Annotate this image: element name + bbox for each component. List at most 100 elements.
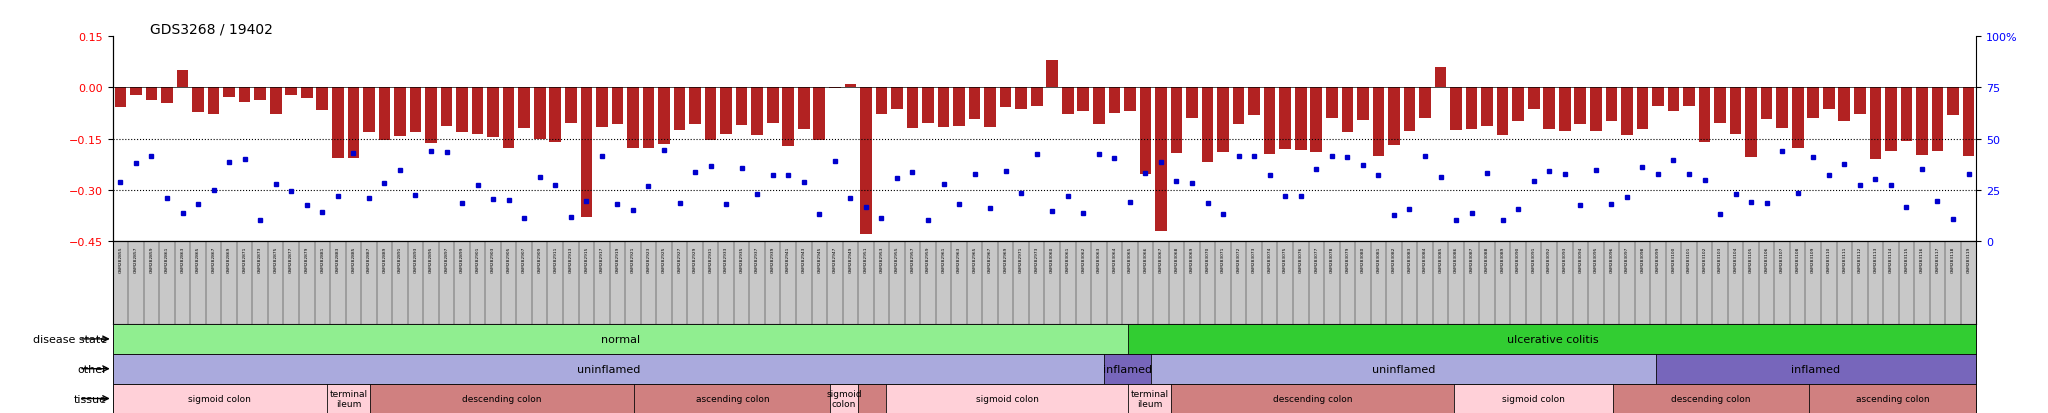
- Bar: [1823, 88, 1835, 110]
- Text: GSM282869: GSM282869: [227, 246, 231, 272]
- Bar: [348, 88, 358, 158]
- Text: GSM282949: GSM282949: [848, 246, 852, 272]
- Bar: [1792, 88, 1804, 149]
- Text: GSM283082: GSM283082: [1393, 246, 1397, 272]
- Bar: [1047, 61, 1059, 88]
- Bar: [1761, 88, 1772, 120]
- Bar: [1962, 88, 1974, 157]
- Text: GSM282891: GSM282891: [397, 246, 401, 272]
- Text: GSM282973: GSM282973: [1034, 246, 1038, 272]
- Text: GSM282935: GSM282935: [739, 246, 743, 272]
- Text: GSM283114: GSM283114: [1888, 246, 1892, 272]
- Text: GSM283111: GSM283111: [1843, 246, 1847, 272]
- Text: GSM282857: GSM282857: [133, 246, 137, 272]
- Bar: [999, 88, 1012, 107]
- Text: GSM282917: GSM282917: [600, 246, 604, 272]
- Bar: [1030, 88, 1042, 107]
- Text: GSM282933: GSM282933: [725, 246, 729, 272]
- Bar: [1614, 384, 1808, 413]
- Bar: [1948, 88, 1958, 116]
- Text: GSM282897: GSM282897: [444, 246, 449, 272]
- Bar: [580, 88, 592, 218]
- Y-axis label: other: other: [78, 364, 106, 374]
- Bar: [1559, 88, 1571, 131]
- Bar: [1108, 88, 1120, 114]
- Text: GSM282961: GSM282961: [942, 246, 946, 272]
- Text: sigmoid colon: sigmoid colon: [1503, 394, 1565, 403]
- Text: GSM283072: GSM283072: [1237, 246, 1241, 272]
- Bar: [379, 88, 391, 140]
- Bar: [938, 88, 950, 128]
- Text: GSM282899: GSM282899: [461, 246, 465, 272]
- Bar: [1454, 384, 1614, 413]
- Bar: [1653, 88, 1663, 107]
- Bar: [844, 85, 856, 88]
- Bar: [1403, 88, 1415, 131]
- Text: GSM283100: GSM283100: [1671, 246, 1675, 272]
- Text: GSM282953: GSM282953: [879, 246, 883, 272]
- Text: GSM283080: GSM283080: [1360, 246, 1364, 272]
- Text: descending colon: descending colon: [1274, 394, 1352, 403]
- Bar: [858, 384, 887, 413]
- Bar: [1202, 88, 1212, 163]
- Bar: [113, 324, 1128, 354]
- Text: sigmoid colon: sigmoid colon: [188, 394, 252, 403]
- Bar: [1870, 88, 1882, 159]
- Bar: [1372, 88, 1384, 157]
- Bar: [1124, 88, 1137, 112]
- Text: GSM282919: GSM282919: [614, 246, 618, 272]
- Text: GSM282931: GSM282931: [709, 246, 713, 272]
- Bar: [176, 71, 188, 88]
- Bar: [1128, 324, 1976, 354]
- Bar: [549, 88, 561, 142]
- Text: GSM282929: GSM282929: [692, 246, 696, 272]
- Bar: [721, 88, 731, 134]
- Bar: [1249, 88, 1260, 116]
- Bar: [766, 88, 778, 123]
- Text: GSM282905: GSM282905: [506, 246, 510, 272]
- Text: GSM282967: GSM282967: [987, 246, 991, 272]
- Bar: [799, 88, 809, 129]
- Text: normal: normal: [600, 334, 641, 344]
- Text: GSM282895: GSM282895: [428, 246, 432, 272]
- Text: GSM283117: GSM283117: [1935, 246, 1939, 272]
- Text: GSM283101: GSM283101: [1688, 246, 1692, 272]
- Text: GSM283071: GSM283071: [1221, 246, 1225, 272]
- Bar: [1016, 88, 1026, 110]
- Text: GSM282907: GSM282907: [522, 246, 526, 272]
- Bar: [131, 88, 141, 96]
- Bar: [207, 88, 219, 114]
- Bar: [690, 88, 700, 125]
- Bar: [1139, 88, 1151, 174]
- Text: GSM283105: GSM283105: [1749, 246, 1753, 272]
- Bar: [1839, 88, 1849, 122]
- Text: GSM282943: GSM282943: [801, 246, 805, 272]
- Text: inflamed: inflamed: [1792, 364, 1841, 374]
- Bar: [362, 88, 375, 133]
- Text: ascending colon: ascending colon: [696, 394, 770, 403]
- Bar: [887, 384, 1128, 413]
- Text: GSM282945: GSM282945: [817, 246, 821, 272]
- Text: GSM282927: GSM282927: [678, 246, 682, 272]
- Text: uninflamed: uninflamed: [1372, 364, 1436, 374]
- Bar: [487, 88, 500, 138]
- Bar: [1497, 88, 1509, 135]
- Y-axis label: disease state: disease state: [33, 334, 106, 344]
- Bar: [1104, 354, 1151, 384]
- Text: GSM283084: GSM283084: [1423, 246, 1427, 272]
- Text: ulcerative colitis: ulcerative colitis: [1507, 334, 1597, 344]
- Bar: [635, 384, 829, 413]
- Text: inflamed: inflamed: [1104, 364, 1151, 374]
- Text: descending colon: descending colon: [463, 394, 543, 403]
- Bar: [1481, 88, 1493, 127]
- Text: GSM283109: GSM283109: [1810, 246, 1815, 272]
- Text: GSM283102: GSM283102: [1702, 246, 1706, 272]
- Bar: [1745, 88, 1757, 158]
- Bar: [1280, 88, 1290, 149]
- Bar: [1389, 88, 1399, 145]
- Bar: [113, 354, 1104, 384]
- Bar: [1901, 88, 1913, 142]
- Bar: [1264, 88, 1276, 154]
- Text: GSM282971: GSM282971: [1020, 246, 1024, 272]
- Bar: [518, 88, 530, 129]
